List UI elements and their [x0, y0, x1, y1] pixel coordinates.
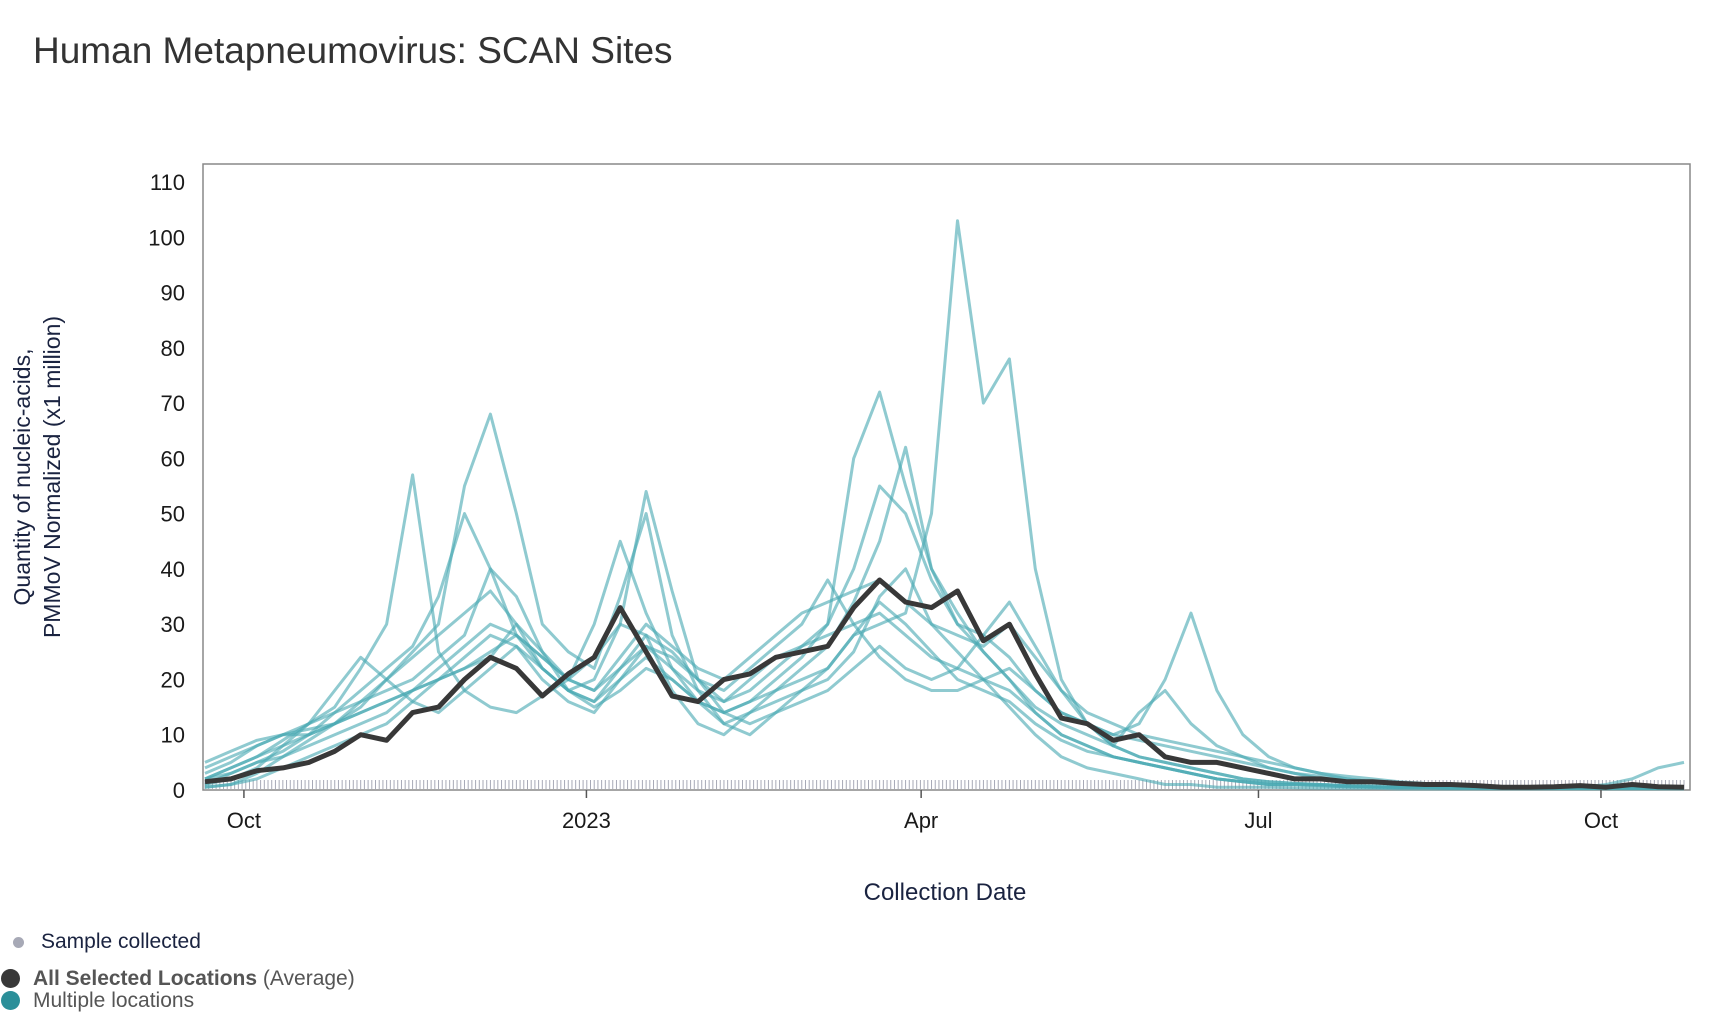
y-tick-label: 50: [161, 502, 185, 527]
average-dot-icon: [1, 969, 20, 988]
x-tick-label: Oct: [227, 808, 261, 833]
y-tick-label: 100: [148, 225, 185, 250]
legend-sample-label: Sample collected: [41, 930, 201, 953]
y-tick-label: 40: [161, 557, 185, 582]
y-tick-label: 70: [161, 391, 185, 416]
site-lines: [204, 219, 1685, 791]
y-tick-label: 20: [161, 667, 185, 692]
legend-average-text: All Selected Locations (Average): [33, 967, 355, 991]
x-tick-label: 2023: [562, 808, 611, 833]
average-line[interactable]: [204, 577, 1685, 790]
y-tick-label: 110: [150, 170, 185, 195]
x-tick-label: Jul: [1244, 808, 1272, 833]
plot-frame: [202, 163, 1691, 791]
page-title: Human Metapneumovirus: SCAN Sites: [33, 30, 673, 71]
y-tick-label: 80: [161, 336, 185, 361]
y-axis-label-line1: Quantity of nucleic-acids,: [9, 349, 35, 606]
legend-multiple-label: Multiple locations: [33, 989, 195, 1012]
legend-average-label: All Selected Locations: [33, 967, 258, 990]
average-line-group: [204, 577, 1685, 790]
x-tick-label: Oct: [1584, 808, 1618, 833]
x-axis-label: Collection Date: [864, 879, 1027, 906]
sample-dot-icon: [13, 937, 24, 948]
y-tick-label: 30: [161, 612, 185, 637]
y-axis: 0 10 20 30 40 50 60 70 80 90 100 110: [148, 170, 185, 803]
site-line-9[interactable]: [204, 578, 1685, 789]
x-tick-label: Apr: [904, 808, 938, 833]
site-line-1[interactable]: [204, 473, 1684, 791]
multiple-dot-icon: [1, 991, 20, 1010]
site-line-7[interactable]: [204, 219, 1684, 790]
y-tick-label: 0: [173, 778, 185, 803]
site-line-4[interactable]: [204, 390, 1684, 790]
y-tick-label: 90: [161, 281, 185, 306]
x-axis: Oct 2023 Apr Jul Oct: [227, 790, 1618, 833]
y-tick-label: 60: [161, 446, 185, 471]
legend-average-suffix: (Average): [262, 967, 355, 990]
y-axis-label-line2: PMMoV Normalized (x1 million): [39, 316, 65, 638]
y-tick-label: 10: [161, 723, 185, 748]
